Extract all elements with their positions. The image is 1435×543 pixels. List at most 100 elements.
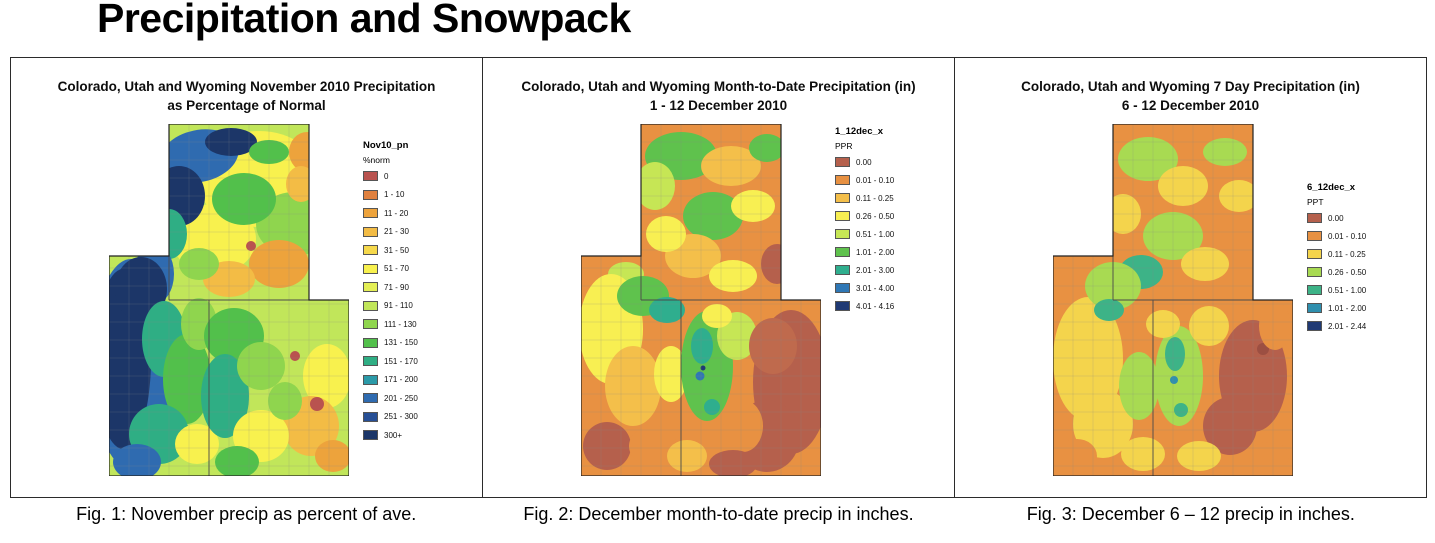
legend-swatch [363, 337, 378, 348]
legend-item: 201 - 250 [363, 393, 478, 403]
legend-range-label: 0.00 [1328, 213, 1344, 223]
panel-title-line2: 1 - 12 December 2010 [649, 97, 788, 113]
legend-swatch [1307, 213, 1322, 223]
panel-title-line1: Colorado, Utah and Wyoming Month-to-Date… [521, 79, 916, 94]
legend-item: 111 - 130 [363, 319, 478, 329]
legend-item: 300+ [363, 430, 478, 440]
legend-item: 31 - 50 [363, 245, 478, 255]
legend-range-label: 131 - 150 [384, 338, 418, 347]
legend-swatch [363, 245, 378, 255]
legend-swatch [363, 430, 378, 440]
legend-swatch [363, 189, 378, 200]
legend-range-label: 21 - 30 [384, 227, 409, 236]
legend-range-label: 31 - 50 [384, 245, 409, 255]
legend-swatch [1307, 231, 1322, 241]
legend-swatch [835, 193, 850, 203]
legend-swatch [835, 211, 850, 221]
legend-range-label: 0.26 - 0.50 [856, 211, 895, 221]
legend-december-7day: 6_12dec_x PPT 0.00 0.01 - 0.10 0.11 - 0.25… [1307, 182, 1422, 339]
legend-swatch [1307, 303, 1322, 313]
legend-range-label: 0.11 - 0.25 [1328, 249, 1366, 259]
map-outline [581, 124, 821, 476]
legend-item-list: 0 1 - 10 11 - 20 21 - 30 31 - 50 51 - 70 71 - … [363, 171, 478, 440]
legend-swatch [835, 283, 850, 293]
legend-swatch [363, 226, 378, 237]
legend-item: 1.01 - 2.00 [835, 247, 950, 257]
legend-subtitle: PPR [835, 141, 853, 151]
legend-range-label: 1.01 - 2.00 [856, 247, 895, 257]
legend-item: 2.01 - 2.44 [1307, 321, 1422, 331]
legend-november: Nov10_pn %norm 0 1 - 10 11 - 20 21 - 30 31 -… [363, 140, 478, 449]
legend-item: 1.01 - 2.00 [1307, 303, 1422, 313]
legend-swatch [363, 319, 378, 329]
panel-title-line2: as Percentage of Normal [167, 97, 326, 113]
legend-item: 0.11 - 0.25 [1307, 249, 1422, 259]
legend-range-label: 4.01 - 4.16 [856, 301, 895, 311]
map-outline [109, 124, 349, 476]
legend-swatch [835, 265, 850, 275]
panel-title-line2: 6 - 12 December 2010 [1121, 97, 1260, 113]
legend-item: 71 - 90 [363, 282, 478, 292]
legend-december-mtd: 1_12dec_x PPR 0.00 0.01 - 0.10 0.11 - 0.25… [835, 126, 950, 319]
map-outline [1053, 124, 1293, 476]
panel-title: Colorado, Utah and Wyoming Month-to-Date… [483, 78, 954, 116]
legend-title: 1_12dec_x [835, 126, 884, 137]
panel-title-line1: Colorado, Utah and Wyoming 7 Day Precipi… [1021, 79, 1360, 94]
legend-range-label: 300+ [384, 430, 403, 440]
panel-december-7day: Colorado, Utah and Wyoming 7 Day Precipi… [955, 58, 1426, 497]
legend-item: 151 - 170 [363, 356, 478, 366]
legend-range-label: 2.01 - 2.44 [1328, 321, 1367, 331]
legend-item-list: 0.00 0.01 - 0.10 0.11 - 0.25 0.26 - 0.50 0.5… [835, 157, 950, 311]
panel-title: Colorado, Utah and Wyoming 7 Day Precipi… [955, 78, 1426, 116]
legend-range-label: 0.01 - 0.10 [1328, 231, 1367, 241]
legend-item: 1 - 10 [363, 189, 478, 200]
legend-range-label: 0.01 - 0.10 [856, 175, 895, 185]
legend-range-label: 151 - 170 [384, 356, 418, 366]
map-december-month-to-date [581, 124, 821, 476]
legend-item: 0.51 - 1.00 [835, 229, 950, 239]
legend-range-label: 0.11 - 0.25 [856, 193, 894, 203]
panel-title-line1: Colorado, Utah and Wyoming November 2010… [57, 79, 436, 94]
legend-item-list: 0.00 0.01 - 0.10 0.11 - 0.25 0.26 - 0.50 0.5… [1307, 213, 1422, 331]
legend-swatch [1307, 267, 1322, 277]
map-december-7day [1053, 124, 1293, 476]
legend-title: Nov10_pn [363, 140, 409, 151]
caption-fig2: Fig. 2: December month-to-date precip in… [523, 504, 914, 524]
legend-swatch [363, 282, 378, 292]
legend-swatch [835, 229, 850, 239]
legend-item: 0.00 [835, 157, 950, 167]
legend-swatch [1307, 285, 1322, 295]
legend-swatch [363, 208, 378, 218]
legend-item: 51 - 70 [363, 263, 478, 274]
legend-item: 0.00 [1307, 213, 1422, 223]
legend-item: 0.01 - 0.10 [1307, 231, 1422, 241]
legend-range-label: 0.00 [856, 157, 872, 167]
legend-item: 0 [363, 171, 478, 181]
legend-range-label: 91 - 110 [384, 301, 413, 310]
legend-item: 0.11 - 0.25 [835, 193, 950, 203]
legend-swatch [1307, 249, 1322, 259]
panel-november-percent-normal: Colorado, Utah and Wyoming November 2010… [11, 58, 483, 497]
legend-swatch [835, 175, 850, 185]
legend-swatch [363, 411, 378, 422]
legend-swatch [363, 171, 378, 181]
legend-range-label: 1 - 10 [384, 190, 405, 199]
legend-range-label: 11 - 20 [384, 208, 409, 218]
legend-swatch [835, 157, 850, 167]
legend-subtitle: PPT [1307, 197, 1324, 207]
legend-item: 0.51 - 1.00 [1307, 285, 1422, 295]
legend-range-label: 3.01 - 4.00 [856, 283, 895, 293]
legend-item: 0.26 - 0.50 [835, 211, 950, 221]
legend-swatch [835, 301, 850, 311]
panel-december-month-to-date: Colorado, Utah and Wyoming Month-to-Date… [483, 58, 955, 497]
legend-item: 3.01 - 4.00 [835, 283, 950, 293]
legend-range-label: 111 - 130 [384, 319, 417, 329]
legend-swatch [363, 374, 378, 385]
legend-range-label: 51 - 70 [384, 264, 409, 273]
legend-swatch [1307, 321, 1322, 331]
legend-item: 4.01 - 4.16 [835, 301, 950, 311]
legend-range-label: 0.26 - 0.50 [1328, 267, 1367, 277]
legend-range-label: 0.51 - 1.00 [856, 229, 895, 239]
map-november-percent-normal [109, 124, 349, 476]
